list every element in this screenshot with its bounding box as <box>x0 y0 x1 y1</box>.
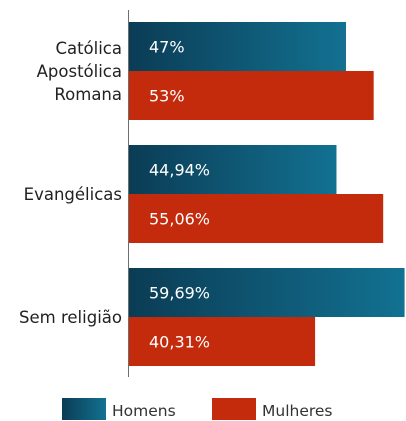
data-label-men-0: 47% <box>149 38 185 57</box>
bar-women-0 <box>129 71 374 120</box>
legend: Homens Mulheres <box>62 398 333 420</box>
bar-men-1 <box>129 145 337 194</box>
data-label-men-2: 59,69% <box>149 284 210 303</box>
bar-women-1 <box>129 194 384 243</box>
bars-layer: 47% 53% 44,94% 55,06% 59,69% 40,31% <box>129 22 405 366</box>
category-label-0-2: Romana <box>54 85 122 104</box>
data-label-women-1: 55,06% <box>149 210 210 229</box>
category-label-0-1: Apostólica <box>37 62 122 81</box>
category-label-2-0: Sem religião <box>19 308 122 327</box>
legend-swatch-women <box>212 398 256 420</box>
bar-men-0 <box>129 22 346 71</box>
category-labels: Católica Apostólica Romana Evangélicas Sem r… <box>19 39 122 327</box>
data-label-men-1: 44,94% <box>149 161 210 180</box>
legend-label-men: Homens <box>112 402 176 420</box>
legend-label-women: Mulheres <box>262 402 333 420</box>
data-label-women-0: 53% <box>149 87 185 106</box>
bar-men-2 <box>129 268 405 317</box>
category-label-0-0: Católica <box>55 39 122 58</box>
category-label-1-0: Evangélicas <box>24 185 122 204</box>
data-label-women-2: 40,31% <box>149 333 210 352</box>
bar-women-2 <box>129 317 316 366</box>
legend-swatch-men <box>62 398 106 420</box>
